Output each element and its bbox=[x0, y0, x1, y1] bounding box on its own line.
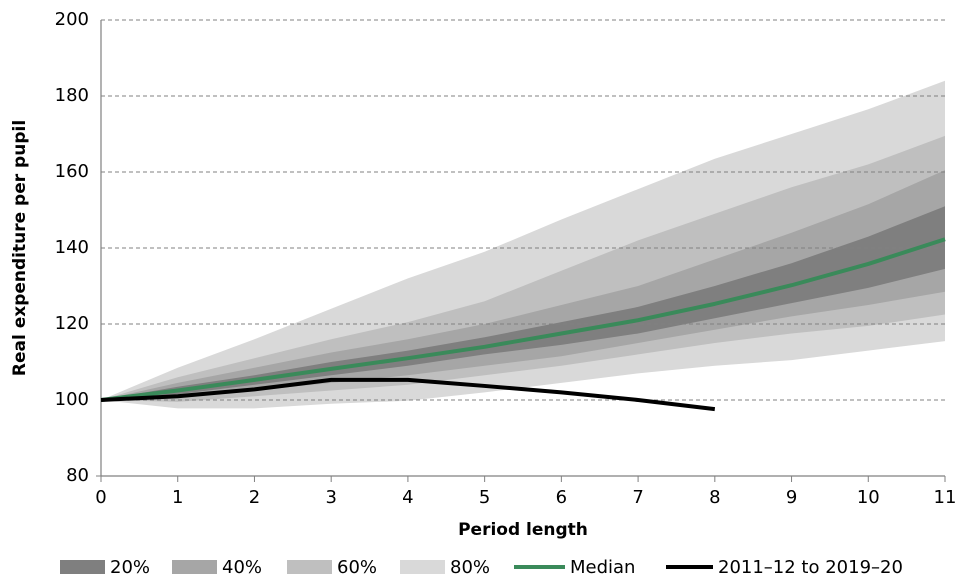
legend-label: Median bbox=[570, 557, 635, 578]
y-tick-label: 120 bbox=[55, 313, 89, 334]
x-tick-label: 5 bbox=[479, 487, 490, 508]
x-tick-label: 6 bbox=[556, 487, 567, 508]
x-tick-label: 0 bbox=[95, 487, 106, 508]
x-tick-label: 1 bbox=[172, 487, 183, 508]
y-tick-label: 100 bbox=[55, 389, 89, 410]
y-tick-label: 160 bbox=[55, 161, 89, 182]
legend-swatch bbox=[287, 560, 332, 574]
legend-label: 2011–12 to 2019–20 bbox=[718, 557, 903, 578]
legend-label: 20% bbox=[110, 557, 150, 578]
legend-label: 60% bbox=[337, 557, 377, 578]
x-tick-label: 11 bbox=[934, 487, 957, 508]
y-tick-label: 200 bbox=[55, 9, 89, 30]
y-tick-label: 180 bbox=[55, 85, 89, 106]
y-axis-title: Real expenditure per pupil bbox=[10, 120, 30, 376]
y-tick-label: 80 bbox=[66, 465, 89, 486]
fan-band bbox=[101, 135, 945, 402]
x-axis-title: Period length bbox=[458, 520, 588, 540]
x-tick-label: 8 bbox=[709, 487, 720, 508]
legend-label: 80% bbox=[450, 557, 490, 578]
legend-label: 40% bbox=[222, 557, 262, 578]
x-tick-label: 2 bbox=[249, 487, 260, 508]
y-tick-label: 140 bbox=[55, 237, 89, 258]
x-tick-label: 10 bbox=[857, 487, 880, 508]
x-tick-label: 7 bbox=[632, 487, 643, 508]
legend-swatch bbox=[400, 560, 445, 574]
x-tick-label: 9 bbox=[786, 487, 797, 508]
x-tick-label: 4 bbox=[402, 487, 413, 508]
legend-swatch bbox=[172, 560, 217, 574]
legend-swatch bbox=[60, 560, 105, 574]
line bbox=[100, 377, 716, 412]
x-tick-label: 3 bbox=[325, 487, 336, 508]
fan-band bbox=[101, 206, 945, 400]
line bbox=[100, 237, 946, 402]
